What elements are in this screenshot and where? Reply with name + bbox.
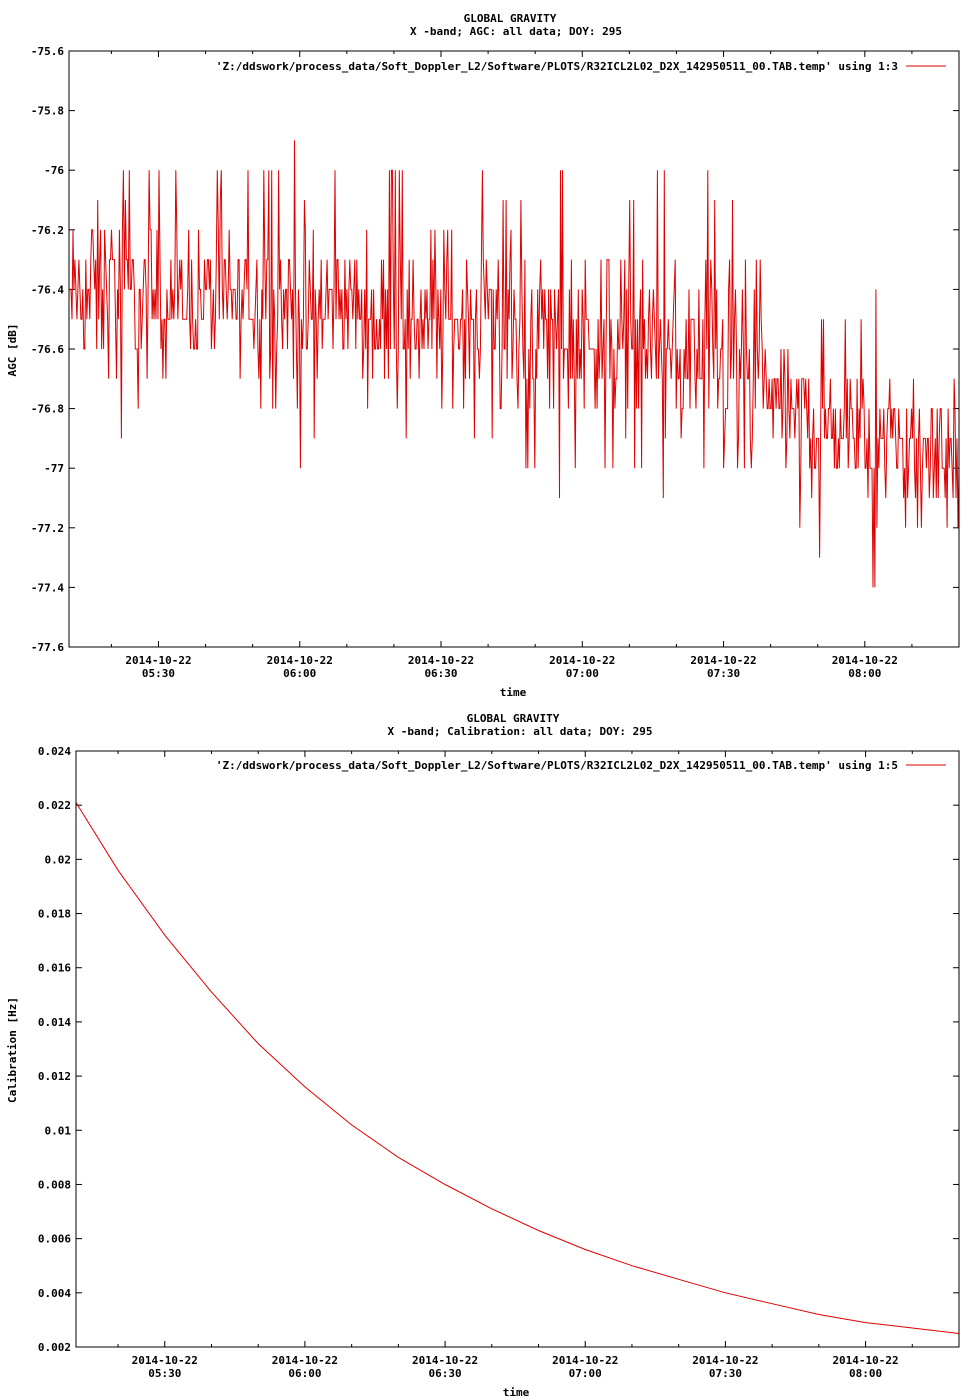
agc-x-tick-date: 2014-10-22 bbox=[832, 654, 898, 667]
agc-y-tick-label: -77 bbox=[44, 462, 64, 475]
agc-x-tick-date: 2014-10-22 bbox=[690, 654, 756, 667]
calibration-x-tick-date: 2014-10-22 bbox=[692, 1354, 758, 1367]
calibration-x-tick-time: 06:00 bbox=[288, 1367, 321, 1380]
calibration-x-tick-date: 2014-10-22 bbox=[132, 1354, 198, 1367]
agc-y-tick-label: -76 bbox=[44, 164, 64, 177]
calibration-x-tick-time: 07:00 bbox=[569, 1367, 602, 1380]
agc-legend-label: 'Z:/ddswork/process_data/Soft_Doppler_L2… bbox=[216, 60, 898, 73]
calibration-x-tick-date: 2014-10-22 bbox=[272, 1354, 338, 1367]
calibration-chart-marks: 0.024 0.022 0.02 0.018 0.016 0.014 0.012 0.01 0.… bbox=[38, 745, 960, 1380]
calibration-series-line bbox=[75, 802, 960, 1334]
agc-y-tick-label: -75.6 bbox=[31, 45, 64, 58]
calibration-x-axis-label: time bbox=[503, 1386, 530, 1399]
calibration-y-tick-label: 0.012 bbox=[38, 1070, 71, 1083]
agc-x-axis-label: time bbox=[500, 686, 527, 699]
calibration-y-tick-label: 0.02 bbox=[45, 853, 72, 866]
calibration-y-tick-label: 0.002 bbox=[38, 1341, 71, 1354]
agc-y-tick-label: -76.2 bbox=[31, 224, 64, 237]
calibration-y-tick-label: 0.014 bbox=[38, 1016, 71, 1029]
agc-chart: GLOBAL GRAVITY X -band; AGC: all data; D… bbox=[6, 12, 960, 699]
agc-x-tick-date: 2014-10-22 bbox=[125, 654, 191, 667]
agc-y-axis-label: AGC [dB] bbox=[6, 324, 19, 377]
agc-x-tick-time: 06:00 bbox=[283, 667, 316, 680]
calibration-y-tick-label: 0.016 bbox=[38, 962, 71, 975]
agc-y-tick-label: -77.4 bbox=[31, 581, 64, 594]
agc-x-tick-date: 2014-10-22 bbox=[267, 654, 333, 667]
calibration-x-tick-time: 07:30 bbox=[709, 1367, 742, 1380]
calibration-x-tick-date: 2014-10-22 bbox=[552, 1354, 618, 1367]
agc-series-line bbox=[69, 140, 960, 588]
calibration-x-tick-time: 06:30 bbox=[429, 1367, 462, 1380]
calibration-x-tick-date: 2014-10-22 bbox=[832, 1354, 898, 1367]
agc-x-tick-time: 08:00 bbox=[848, 667, 881, 680]
agc-plot-frame bbox=[68, 50, 960, 648]
agc-x-tick-time: 06:30 bbox=[424, 667, 457, 680]
calibration-y-tick-label: 0.022 bbox=[38, 799, 71, 812]
calibration-legend-label: 'Z:/ddswork/process_data/Soft_Doppler_L2… bbox=[216, 759, 898, 772]
agc-y-tick-label: -77.2 bbox=[31, 522, 64, 535]
calibration-chart: GLOBAL GRAVITY X -band; Calibration: all… bbox=[6, 712, 960, 1399]
calibration-y-tick-label: 0.018 bbox=[38, 908, 71, 921]
agc-x-tick-time: 07:00 bbox=[566, 667, 599, 680]
calibration-plot-frame bbox=[75, 750, 960, 1348]
calibration-y-tick-label: 0.024 bbox=[38, 745, 71, 758]
agc-chart-marks: -75.6 -75.8 -76 -76.2 -76.4 -76.6 -76.8 -77 -77.… bbox=[31, 45, 960, 680]
agc-y-tick-label: -76.4 bbox=[31, 283, 64, 296]
calibration-y-axis-label: Calibration [Hz] bbox=[6, 997, 19, 1103]
calibration-y-tick-label: 0.006 bbox=[38, 1233, 71, 1246]
calibration-y-tick-label: 0.004 bbox=[38, 1287, 71, 1300]
agc-y-tick-label: -75.8 bbox=[31, 105, 64, 118]
agc-x-tick-date: 2014-10-22 bbox=[549, 654, 615, 667]
agc-x-tick-date: 2014-10-22 bbox=[408, 654, 474, 667]
calibration-chart-subtitle: X -band; Calibration: all data; DOY: 295 bbox=[388, 725, 653, 738]
agc-y-tick-label: -77.6 bbox=[31, 641, 64, 654]
agc-y-tick-label: -76.8 bbox=[31, 403, 64, 416]
calibration-chart-title: GLOBAL GRAVITY bbox=[467, 712, 560, 725]
agc-chart-subtitle: X -band; AGC: all data; DOY: 295 bbox=[410, 25, 622, 38]
calibration-x-tick-time: 08:00 bbox=[849, 1367, 882, 1380]
agc-chart-title: GLOBAL GRAVITY bbox=[464, 12, 557, 25]
agc-y-tick-label: -76.6 bbox=[31, 343, 64, 356]
calibration-y-tick-label: 0.01 bbox=[45, 1124, 72, 1137]
agc-x-tick-time: 05:30 bbox=[142, 667, 175, 680]
calibration-y-tick-label: 0.008 bbox=[38, 1178, 71, 1191]
calibration-x-tick-time: 05:30 bbox=[148, 1367, 181, 1380]
agc-x-tick-time: 07:30 bbox=[707, 667, 740, 680]
calibration-x-tick-date: 2014-10-22 bbox=[412, 1354, 478, 1367]
